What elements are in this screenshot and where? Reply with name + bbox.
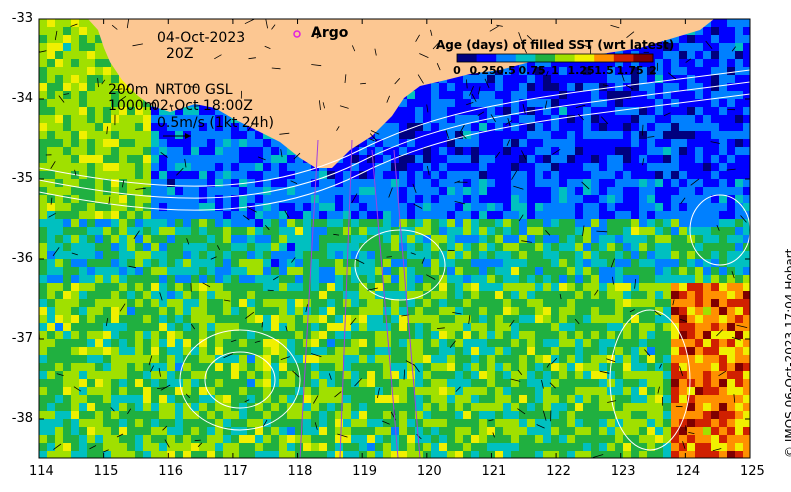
date-label: 04-Oct-2023 <box>157 30 246 46</box>
lon-tick-label: 123 <box>610 464 636 479</box>
colorbar-tick-label: 0.5 <box>496 64 516 77</box>
lat-tick-label: -33 <box>11 11 33 26</box>
lon-tick-label: 114 <box>29 464 54 479</box>
lon-tick-label: 120 <box>416 464 442 479</box>
lat-tick-label: -38 <box>11 411 33 426</box>
colorbar-tick-label: 0 <box>453 64 461 77</box>
source-label: NRT00 GSL <box>155 82 233 98</box>
contour-label-1000m: 1000m <box>108 98 158 114</box>
lon-tick-label: 121 <box>481 464 507 479</box>
argo-label: Argo <box>311 25 349 41</box>
colorbar-title: Age (days) of filled SST (wrt latest) <box>436 38 675 52</box>
colorbar-tick-label: 0.25 <box>469 64 497 77</box>
lon-tick-label: 117 <box>222 464 248 479</box>
lon-tick-label: 125 <box>740 464 765 479</box>
lat-tick-label: -37 <box>11 331 33 346</box>
satellite-tracks <box>299 139 421 458</box>
contour-label-200m: 200m <box>108 82 149 98</box>
lat-tick-label: -36 <box>11 251 33 266</box>
argo-marker[interactable] <box>293 30 301 38</box>
colorbar <box>456 53 654 63</box>
colorbar-tick-label: 0.75 <box>518 64 546 77</box>
axis-ticks <box>38 18 751 458</box>
plot-frame <box>38 18 751 459</box>
depth-contours <box>39 69 750 451</box>
colorbar-tick-label: 2 <box>649 64 657 77</box>
lon-tick-label: 122 <box>546 464 571 479</box>
lat-tick-label: -34 <box>11 91 33 106</box>
colorbar-tick-label: 1.75 <box>616 64 644 77</box>
lat-tick-label: -35 <box>11 171 33 186</box>
lon-tick-label: 124 <box>675 464 701 479</box>
colorbar-tick-label: 1.25 <box>567 64 595 77</box>
vector-scale-label: 0.5m/s (1kt 24h) <box>157 115 274 131</box>
hour-label: 20Z <box>166 46 194 62</box>
lon-tick-label: 119 <box>352 464 377 479</box>
colorbar-tick-label: 1.5 <box>594 64 614 77</box>
vector-scale-arrow <box>163 133 191 139</box>
lon-tick-label: 116 <box>158 464 184 479</box>
current-vectors <box>39 19 748 458</box>
time-label: 02-Oct 18:00Z <box>151 98 253 114</box>
credit-text: © IMOS 06-Oct-2023 17:04 Hobart <box>783 248 791 458</box>
lon-tick-label: 115 <box>93 464 119 479</box>
colorbar-tick-label: 1 <box>551 64 559 77</box>
lon-tick-label: 118 <box>287 464 313 479</box>
